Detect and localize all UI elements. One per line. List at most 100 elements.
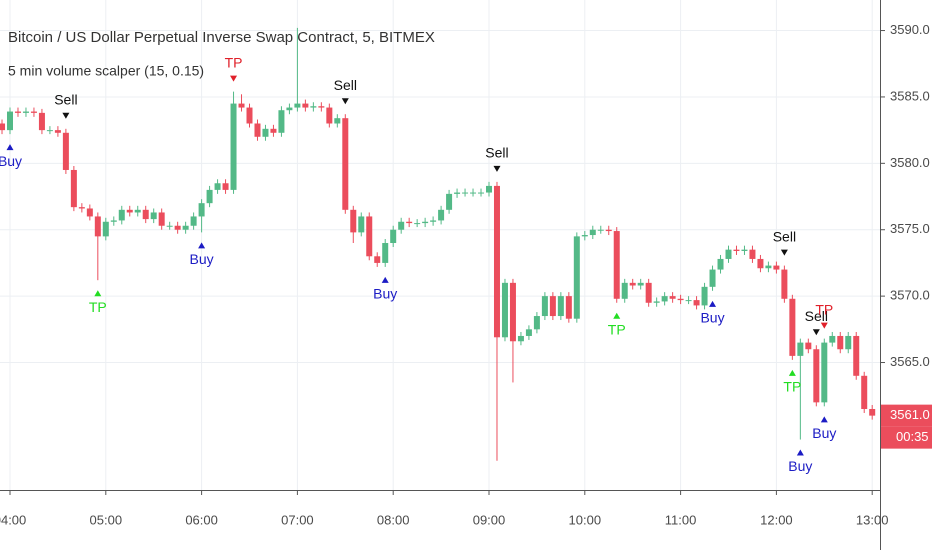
- candle-body: [725, 249, 732, 259]
- last-price-badge: [881, 404, 932, 427]
- candle-body: [749, 249, 756, 259]
- candle-body: [382, 243, 389, 263]
- candle-body: [174, 225, 181, 230]
- x-tick-label: 11:00: [665, 512, 697, 527]
- signal-label: TP: [89, 299, 107, 315]
- candle-body: [0, 123, 6, 131]
- candle-body: [709, 269, 716, 287]
- signal-arrow: [820, 322, 828, 329]
- candle-body: [653, 301, 660, 303]
- candle-body: [805, 342, 812, 350]
- signal-label: Sell: [54, 92, 77, 108]
- candle-body: [509, 282, 516, 342]
- candle-body: [230, 103, 237, 190]
- candle-body: [406, 221, 413, 224]
- countdown-badge: [881, 426, 932, 449]
- candle-body: [262, 128, 269, 137]
- candle-body: [837, 335, 844, 350]
- x-tick-label: 10:00: [569, 512, 602, 527]
- candle-body: [102, 221, 109, 237]
- signal-label: Buy: [0, 153, 22, 169]
- y-tick-label: 3590.0: [890, 22, 930, 37]
- candle-body: [669, 296, 676, 299]
- signal-label: Buy: [190, 251, 214, 267]
- candle-body: [7, 111, 13, 131]
- candle-body: [126, 209, 133, 213]
- candle-body: [214, 183, 221, 190]
- candle-body: [797, 342, 804, 356]
- signal-arrow: [493, 165, 501, 172]
- candle-body: [190, 216, 197, 226]
- candle-body: [438, 209, 445, 221]
- candle-body: [677, 298, 684, 301]
- signal-arrow: [62, 112, 70, 119]
- candle-body: [517, 335, 524, 342]
- candle-body: [462, 192, 469, 194]
- signal-arrow: [820, 416, 828, 423]
- candle-body: [294, 103, 301, 108]
- candle-body: [478, 192, 485, 194]
- signal-arrow: [788, 369, 796, 376]
- candle-body: [829, 335, 836, 343]
- candle-body: [446, 193, 453, 210]
- signal-arrow: [812, 329, 820, 336]
- candle-body: [118, 209, 125, 221]
- candle-body: [637, 282, 644, 286]
- x-tick-label: 13:00: [856, 512, 889, 527]
- signal-arrow: [94, 290, 102, 297]
- signal-label: TP: [225, 54, 243, 70]
- signal-arrow: [381, 276, 389, 283]
- x-tick-label: 07:00: [281, 512, 314, 527]
- candle-body: [693, 300, 700, 306]
- chart-title: Bitcoin / US Dollar Perpetual Inverse Sw…: [8, 29, 435, 46]
- candle-body: [486, 185, 492, 193]
- candle-body: [501, 282, 508, 338]
- candle-body: [30, 111, 37, 113]
- candle-body: [597, 229, 604, 231]
- candle-body: [565, 296, 572, 319]
- candle-body: [541, 296, 548, 317]
- candle-body: [861, 375, 868, 409]
- candle-body: [326, 107, 333, 124]
- candle-body: [390, 229, 397, 244]
- signal-label: Sell: [805, 308, 828, 324]
- candle-body: [470, 192, 477, 194]
- signal-label: Buy: [700, 310, 724, 326]
- y-tick-label: 3570.0: [890, 288, 930, 303]
- candle-body: [853, 335, 860, 376]
- candle-body: [525, 329, 532, 336]
- candle-body: [430, 220, 437, 222]
- candle-body: [94, 216, 101, 237]
- candle-body: [246, 107, 253, 124]
- signal-label: Buy: [812, 425, 836, 441]
- x-tick-label: 06:00: [185, 512, 218, 527]
- candle-body: [166, 225, 173, 227]
- signal-label: TP: [815, 301, 833, 317]
- signal-arrow: [780, 249, 788, 256]
- candle-body: [533, 316, 540, 330]
- signal-arrow: [796, 449, 804, 456]
- candle-body: [38, 112, 45, 131]
- candle-body: [645, 282, 652, 303]
- candle-body: [366, 216, 373, 257]
- countdown-label: 00:35: [896, 429, 929, 444]
- candle-body: [765, 265, 772, 269]
- candle-body: [757, 258, 764, 269]
- candle-body: [845, 335, 852, 350]
- candle-body: [717, 258, 724, 270]
- indicator-label: 5 min volume scalper (15, 0.15): [8, 63, 204, 79]
- x-tick-label: 09:00: [473, 512, 506, 527]
- candle-body: [62, 132, 69, 170]
- signal-arrow: [198, 242, 206, 249]
- candle-body: [621, 282, 628, 299]
- signal-arrow: [6, 144, 14, 151]
- candle-body: [206, 189, 213, 204]
- candle-body: [22, 111, 29, 113]
- candle-body: [781, 269, 788, 299]
- signal-arrow: [230, 75, 238, 82]
- candle-body: [422, 221, 429, 224]
- signal-label: Buy: [788, 458, 812, 474]
- candle-body: [14, 111, 21, 113]
- candle-body: [134, 209, 141, 213]
- candle-body: [629, 282, 636, 286]
